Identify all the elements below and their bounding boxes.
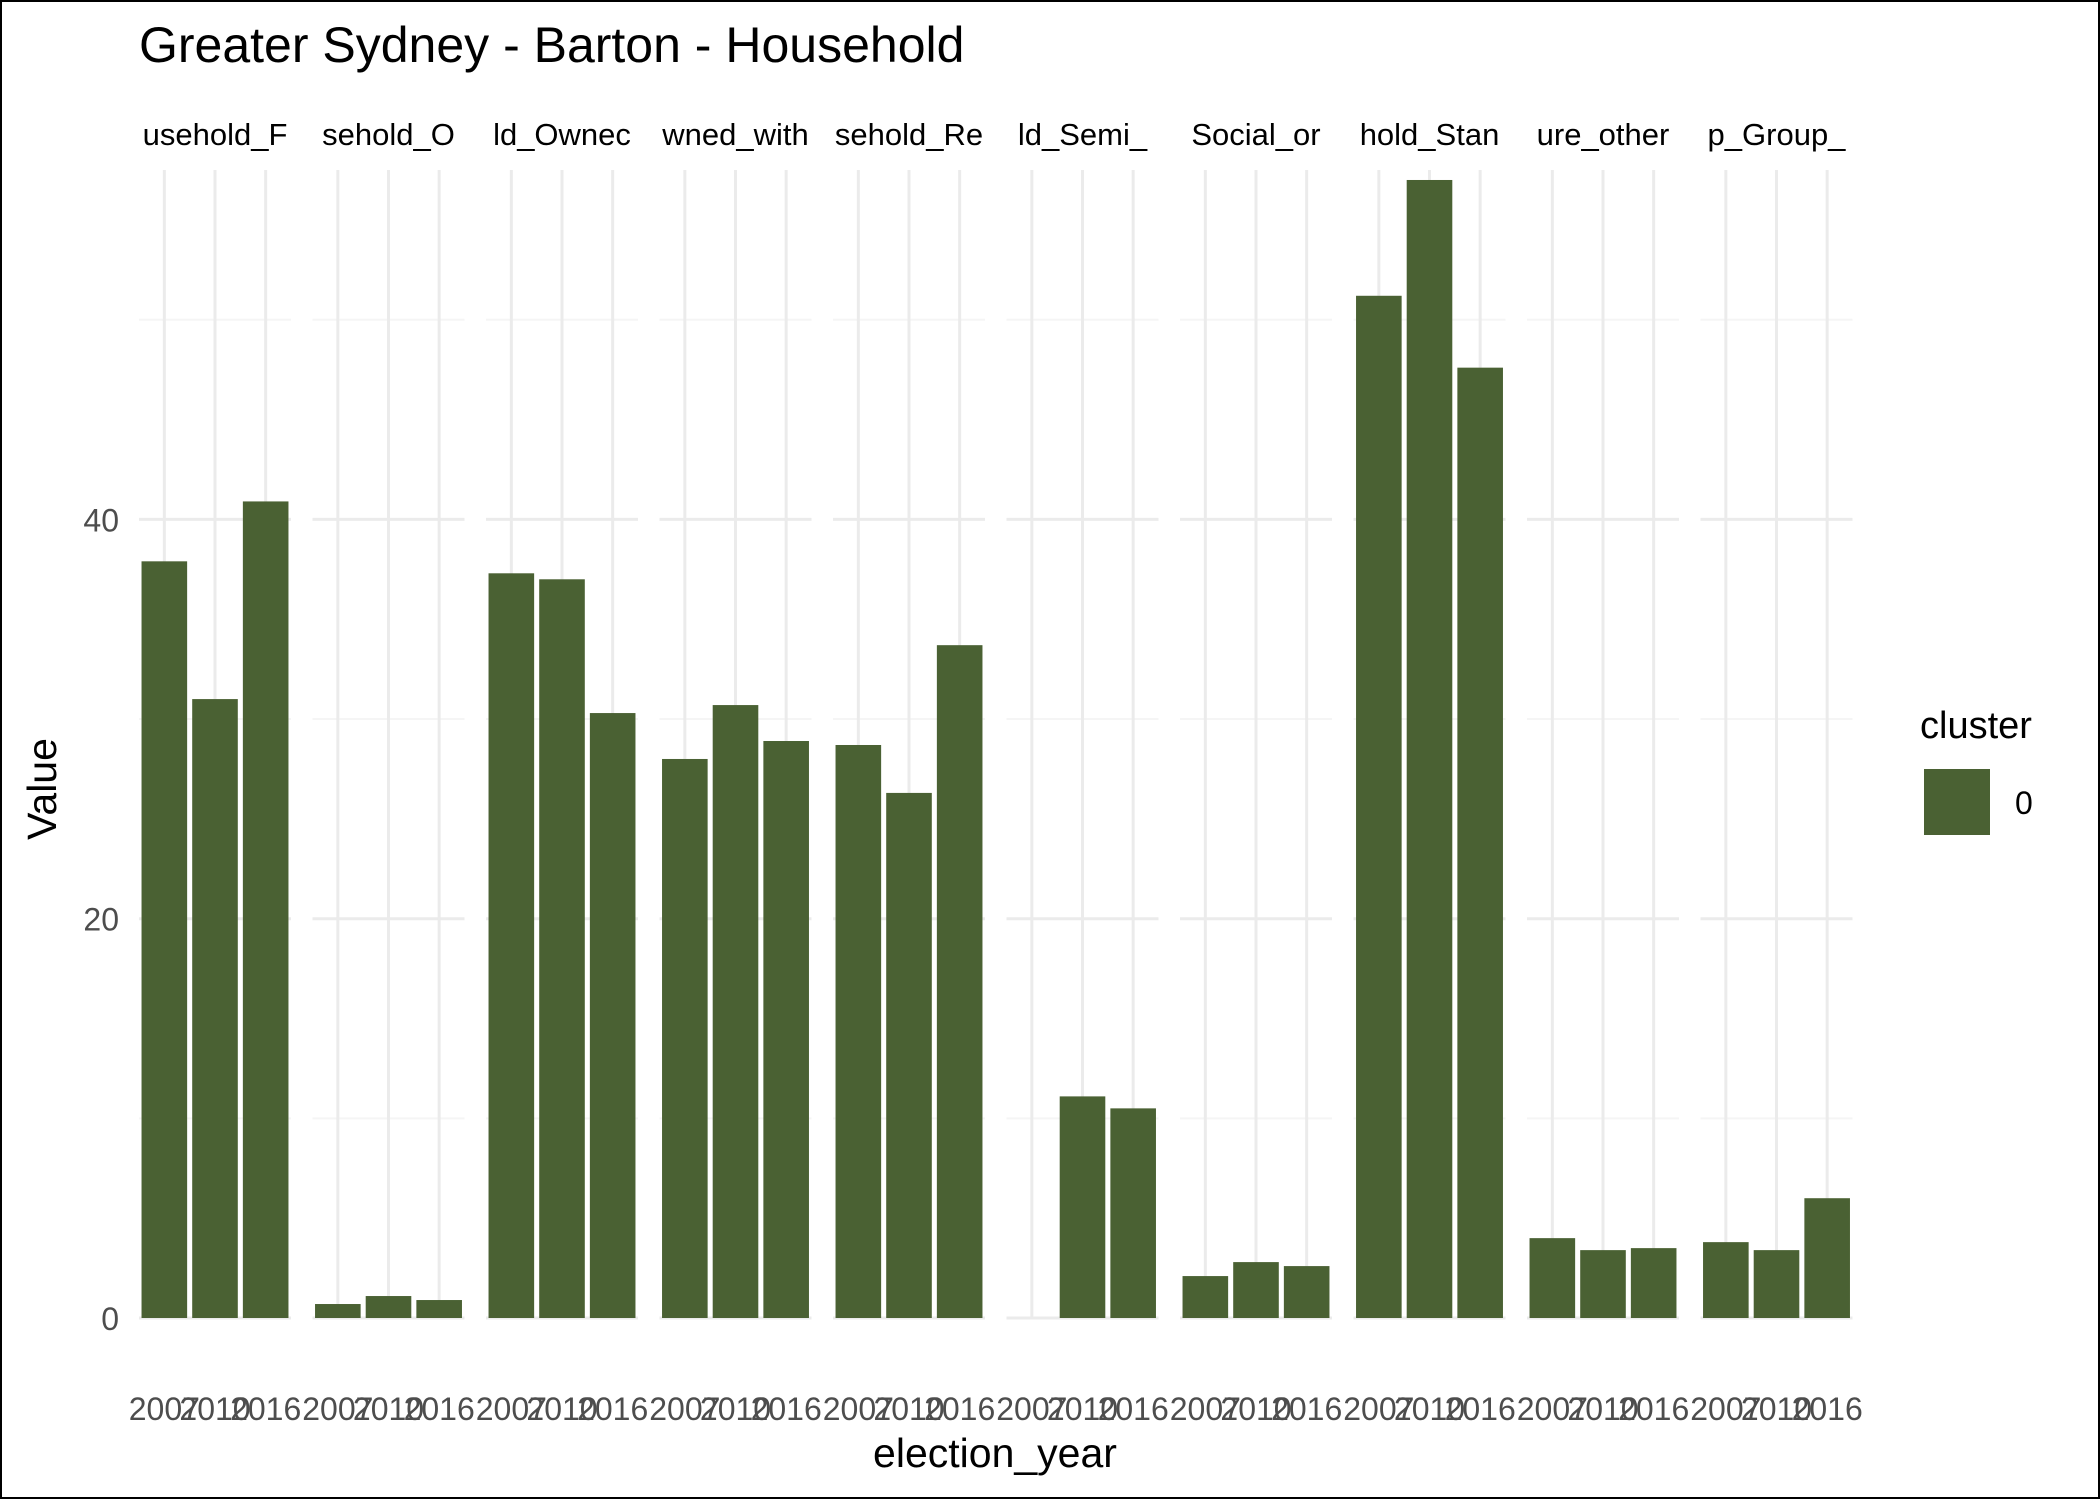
- x-tick-label: 2016: [1098, 1391, 1169, 1427]
- bar: [1580, 1250, 1626, 1318]
- chart-title: Greater Sydney - Barton - Household: [139, 17, 964, 73]
- x-tick-label: 2010: [1741, 1391, 1812, 1427]
- bar: [1703, 1242, 1749, 1318]
- bar: [242, 501, 289, 1318]
- x-axis-label: election_year: [873, 1430, 1117, 1476]
- x-tick-label: 2007: [823, 1391, 894, 1427]
- x-tick-label: 2016: [404, 1391, 475, 1427]
- x-tick-label: 2010: [1047, 1391, 1118, 1427]
- bar: [315, 1304, 361, 1318]
- x-tick-label: 2007: [1343, 1391, 1414, 1427]
- x-tick-label: 2007: [302, 1391, 373, 1427]
- y-tick-label: 0: [101, 1301, 119, 1337]
- bar: [1059, 1096, 1106, 1318]
- bar: [1630, 1248, 1677, 1318]
- legend-title: cluster: [1920, 705, 2032, 747]
- x-tick-label: 2016: [230, 1391, 301, 1427]
- x-tick-label: 2016: [751, 1391, 822, 1427]
- x-tick-label: 2016: [1792, 1391, 1863, 1427]
- x-tick-label: 2007: [996, 1391, 1067, 1427]
- x-tick-label: 2016: [577, 1391, 648, 1427]
- bar: [1283, 1266, 1330, 1318]
- x-tick-label: 2016: [924, 1391, 995, 1427]
- facet-strip-label: ure_other: [1537, 117, 1670, 152]
- bar: [416, 1300, 462, 1318]
- bar: [1233, 1262, 1279, 1318]
- bar: [1457, 367, 1503, 1318]
- x-tick-label: 2007: [129, 1391, 200, 1427]
- bar: [365, 1296, 412, 1318]
- bar: [589, 713, 636, 1318]
- bar: [1182, 1276, 1229, 1318]
- x-tick-label: 2007: [1517, 1391, 1588, 1427]
- bar: [936, 645, 983, 1318]
- x-tick-label: 2016: [1445, 1391, 1516, 1427]
- x-tick-label: 2016: [1271, 1391, 1342, 1427]
- bar: [886, 792, 932, 1318]
- legend: cluster 0: [1920, 705, 2033, 835]
- facet-strip-label: sehold_O: [322, 117, 455, 152]
- bar: [1804, 1198, 1850, 1318]
- bar: [1110, 1108, 1156, 1318]
- bar: [763, 741, 809, 1318]
- facet-strip-label: ld_Ownec: [493, 117, 631, 152]
- bar: [1356, 295, 1402, 1318]
- bar: [1529, 1238, 1576, 1318]
- y-tick-label: 20: [83, 902, 119, 938]
- x-tick-label: 2010: [179, 1391, 250, 1427]
- bar: [192, 699, 238, 1318]
- x-tick-label: 2010: [873, 1391, 944, 1427]
- facet-strip-label: sehold_Re: [835, 117, 983, 152]
- bar: [1406, 179, 1453, 1318]
- bar: [1753, 1250, 1800, 1318]
- facet-strip-label: wned_with: [661, 117, 808, 152]
- legend-label: 0: [2015, 785, 2033, 821]
- bar: [712, 705, 759, 1318]
- legend-key: [1924, 769, 1990, 835]
- facet-strip-label: p_Group_: [1708, 117, 1847, 152]
- x-tick-label: 2010: [1394, 1391, 1465, 1427]
- y-axis-label: Value: [19, 738, 65, 840]
- facet-strip-label: ld_Semi_: [1018, 117, 1148, 152]
- x-tick-label: 2007: [649, 1391, 720, 1427]
- y-tick-label: 40: [83, 502, 119, 538]
- facet-strip-label: hold_Stan: [1360, 117, 1500, 152]
- x-tick-label: 2010: [526, 1391, 597, 1427]
- x-tick-label: 2016: [1618, 1391, 1689, 1427]
- x-tick-label: 2010: [700, 1391, 771, 1427]
- x-tick-label: 2010: [1220, 1391, 1291, 1427]
- facet-panels: 02040200720102016usehold_F200720102016se…: [83, 117, 1862, 1427]
- bar: [835, 744, 882, 1318]
- x-tick-label: 2010: [1567, 1391, 1638, 1427]
- x-tick-label: 2007: [476, 1391, 547, 1427]
- bar: [539, 579, 585, 1318]
- bar: [662, 758, 708, 1318]
- facet-strip-label: usehold_F: [143, 117, 288, 152]
- bar: [488, 573, 535, 1318]
- x-tick-label: 2007: [1170, 1391, 1241, 1427]
- x-tick-label: 2010: [353, 1391, 424, 1427]
- x-tick-label: 2007: [1690, 1391, 1761, 1427]
- facet-strip-label: Social_or: [1191, 117, 1320, 152]
- bar: [141, 561, 188, 1318]
